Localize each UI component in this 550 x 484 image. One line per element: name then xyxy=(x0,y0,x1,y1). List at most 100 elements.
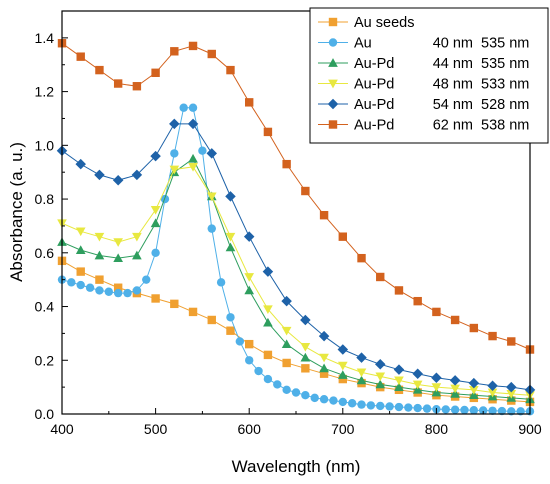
data-point xyxy=(357,253,366,263)
data-point xyxy=(226,65,235,75)
data-point xyxy=(226,326,235,335)
data-point xyxy=(468,377,480,389)
data-point xyxy=(394,286,404,295)
legend-entry: Au 40 nm 535 nm xyxy=(318,36,529,52)
data-point xyxy=(413,403,422,413)
x-tick-label: 500 xyxy=(144,421,168,437)
data-point xyxy=(95,65,104,75)
data-point xyxy=(132,232,142,242)
data-point xyxy=(263,350,273,360)
data-point xyxy=(226,313,235,322)
data-point xyxy=(469,323,479,333)
data-point xyxy=(319,353,329,363)
data-point xyxy=(413,296,422,306)
data-point xyxy=(179,103,188,112)
data-point xyxy=(207,315,216,325)
legend-label: Au seeds xyxy=(354,15,414,31)
legend-marker xyxy=(328,120,338,129)
data-point xyxy=(487,380,498,392)
data-point xyxy=(374,359,386,370)
data-point xyxy=(357,400,366,409)
data-point xyxy=(376,272,385,282)
series-2 xyxy=(57,103,535,416)
data-point xyxy=(319,363,329,373)
data-point xyxy=(319,369,329,378)
data-point xyxy=(76,280,85,290)
data-point xyxy=(356,368,367,378)
data-point xyxy=(170,299,179,309)
data-point xyxy=(487,388,498,398)
data-point xyxy=(104,287,114,296)
data-point xyxy=(132,286,142,295)
data-point xyxy=(450,389,460,398)
data-point xyxy=(291,388,301,397)
data-point xyxy=(300,314,311,326)
y-tick-label: 1.4 xyxy=(35,30,55,46)
series-1 xyxy=(57,256,535,407)
data-point xyxy=(282,358,291,368)
data-point xyxy=(393,364,405,375)
data-point xyxy=(412,384,423,394)
data-point xyxy=(206,148,218,159)
series-4 xyxy=(57,162,535,401)
data-point xyxy=(469,390,479,400)
data-point xyxy=(169,118,180,130)
data-point xyxy=(112,175,124,186)
data-point xyxy=(113,283,123,292)
data-point xyxy=(188,41,198,51)
data-point xyxy=(347,399,357,408)
legend-label: Au-Pd xyxy=(354,118,394,134)
series-5 xyxy=(56,118,536,396)
data-point xyxy=(301,364,310,373)
data-point xyxy=(441,405,450,414)
data-point xyxy=(301,390,310,400)
data-point xyxy=(151,294,160,303)
data-point xyxy=(142,275,151,284)
data-point xyxy=(244,285,255,295)
x-tick-label: 700 xyxy=(331,421,355,437)
data-point xyxy=(150,205,161,215)
data-point xyxy=(245,356,254,365)
y-tick-label: 1.2 xyxy=(35,84,55,100)
data-point xyxy=(75,158,86,170)
data-point xyxy=(337,344,349,355)
data-point xyxy=(412,380,423,390)
data-point xyxy=(188,307,198,317)
data-point xyxy=(450,405,460,414)
data-point xyxy=(151,248,160,257)
legend-peak: 533 nm xyxy=(481,77,529,93)
data-point xyxy=(206,192,217,202)
data-point xyxy=(318,330,330,342)
legend-marker xyxy=(328,17,338,27)
x-tick-label: 400 xyxy=(50,421,74,437)
data-point xyxy=(198,146,207,155)
data-point xyxy=(243,231,255,242)
data-point xyxy=(300,342,311,352)
data-point xyxy=(431,372,442,383)
legend-peak: 528 nm xyxy=(481,97,529,113)
data-point xyxy=(449,375,461,386)
data-point xyxy=(450,315,460,325)
data-point xyxy=(375,372,386,382)
legend-label: Au-Pd xyxy=(354,97,394,113)
axis-layer: 400 500 600 700 800 900 0.0 0.2 0.4 0.6 0.8 1.0 1.2 1… xyxy=(35,30,542,437)
legend-entry: Au-Pd 48 nm 533 nm xyxy=(318,77,529,93)
data-point xyxy=(422,404,432,413)
data-point xyxy=(76,52,85,61)
legend-entry: Au-Pd 44 nm 535 nm xyxy=(318,56,529,72)
data-point xyxy=(245,98,254,107)
data-point xyxy=(507,337,516,346)
data-point xyxy=(113,79,123,88)
legend-size: 44 nm xyxy=(433,56,473,72)
data-point xyxy=(95,275,104,284)
data-point xyxy=(263,317,273,327)
x-tick-label: 800 xyxy=(425,421,449,437)
data-point xyxy=(281,295,292,307)
data-point xyxy=(506,381,517,393)
data-point xyxy=(300,352,311,362)
data-point xyxy=(207,49,216,59)
legend-entry: Au seeds xyxy=(318,15,414,31)
data-point xyxy=(245,339,254,349)
data-point xyxy=(151,68,160,77)
